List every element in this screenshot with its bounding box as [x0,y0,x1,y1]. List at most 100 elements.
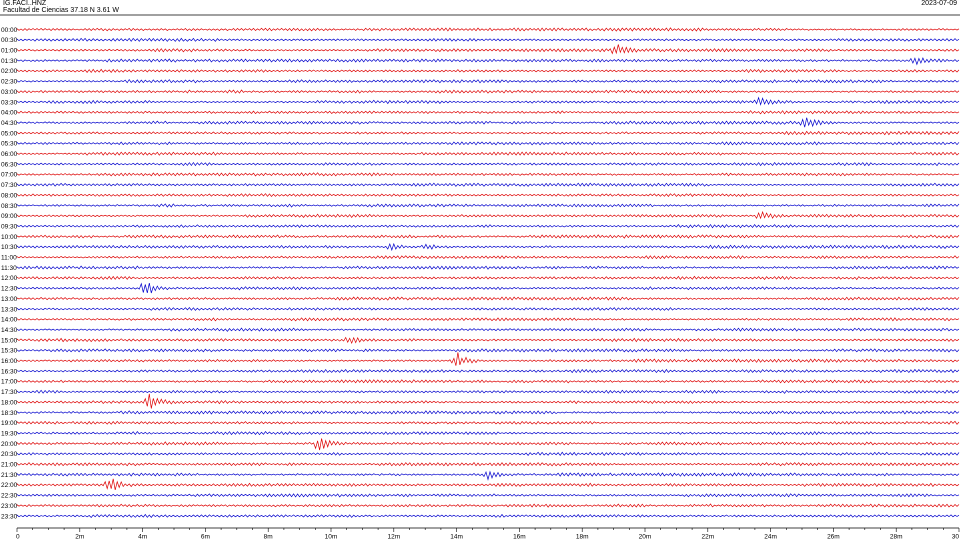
trace-0600 [16,151,960,156]
row-label-2200: 22:00 [1,482,18,489]
trace-2000 [16,438,960,451]
row-label-2030: 20:30 [1,451,18,458]
trace-0330 [16,96,960,106]
row-label-0500: 05:00 [1,130,18,137]
trace-1700 [16,379,960,384]
x-tick-label: 24m [764,534,777,540]
x-tick-label: 14m [450,534,463,540]
x-tick-label: 20m [639,534,652,540]
row-label-0900: 09:00 [1,213,18,220]
trace-1230 [16,282,960,294]
row-label-1430: 14:30 [1,327,18,334]
row-label-1730: 17:30 [1,389,18,396]
trace-0100 [16,44,960,55]
trace-1930 [16,431,960,436]
row-label-2130: 21:30 [1,472,18,479]
row-label-0830: 08:30 [1,203,18,210]
trace-1130 [16,265,960,270]
x-tick-label: 4m [138,534,147,540]
row-label-1930: 19:30 [1,430,18,437]
trace-2300 [16,503,960,508]
trace-1330 [16,307,960,311]
row-label-1400: 14:00 [1,317,18,324]
row-label-1530: 15:30 [1,348,18,355]
row-label-2230: 22:30 [1,493,18,500]
trace-0730 [16,182,960,187]
trace-0630 [16,161,960,167]
row-label-1900: 19:00 [1,420,18,427]
x-tick-label: 16m [513,534,526,540]
row-label-0400: 04:00 [1,110,18,117]
trace-0030 [16,37,960,42]
trace-0200 [16,68,960,74]
x-tick-label: 8m [264,534,273,540]
x-tick-label: 30 [952,534,960,540]
trace-0000 [16,27,960,32]
trace-1900 [16,420,960,425]
trace-1630 [16,368,960,374]
trace-2130 [16,470,960,481]
trace-0500 [16,130,960,136]
trace-2330 [16,513,960,519]
row-label-1130: 11:30 [1,265,17,272]
row-label-1630: 16:30 [1,368,18,375]
trace-1730 [16,389,960,394]
row-label-1100: 11:00 [1,255,17,262]
trace-0930 [16,223,960,229]
row-label-0330: 03:30 [1,99,18,106]
row-label-0000: 00:00 [1,27,18,34]
row-label-0930: 09:30 [1,224,18,231]
row-label-2000: 20:00 [1,441,18,448]
row-labels: 00:00 00:30 01:00 01:30 02:00 02:30 03:00 03:30… [1,27,18,520]
trace-0700 [16,172,960,177]
station-label: IG.FACI..HNZ [3,0,47,7]
x-tick-label: 6m [201,534,210,540]
x-tick-label: 10m [325,534,338,540]
row-label-1200: 12:00 [1,275,18,282]
row-label-0130: 01:30 [1,58,18,65]
trace-1530 [16,348,960,353]
trace-0900 [16,210,960,220]
trace-1100 [16,255,960,260]
trace-2230 [16,493,960,498]
row-label-1800: 18:00 [1,399,18,406]
trace-0230 [16,78,960,84]
row-label-2100: 21:00 [1,462,18,469]
trace-1800 [16,393,960,409]
row-label-1500: 15:00 [1,337,18,344]
row-label-1030: 10:30 [1,244,18,251]
trace-2030 [16,451,960,457]
trace-1400 [16,317,960,322]
row-label-2330: 23:30 [1,513,18,520]
trace-0130 [16,57,960,66]
row-label-0600: 06:00 [1,151,18,158]
row-label-0700: 07:00 [1,172,18,179]
seismic-traces [16,27,960,519]
row-label-1330: 13:30 [1,306,18,313]
row-label-1230: 12:30 [1,286,18,293]
x-tick-label: 28m [890,534,903,540]
row-label-0730: 07:30 [1,182,18,189]
row-label-0300: 03:00 [1,89,18,96]
row-label-1300: 13:00 [1,296,18,303]
row-label-1600: 16:00 [1,358,18,365]
trace-0800 [16,193,960,198]
trace-1000 [16,234,960,239]
trace-1030 [16,242,960,252]
trace-2200 [16,478,960,490]
x-axis: 0 2m 4m 6m 8m 10m 12m 14m 16m 18m 20m 22m 24m 26m 28m 3… [16,528,959,540]
trace-1830 [16,410,960,415]
trace-2100 [16,462,960,467]
row-label-0630: 06:30 [1,161,18,168]
location-label: Facultad de Ciencias 37.18 N 3.61 W [3,7,119,14]
date-label: 2023-07-09 [921,0,957,7]
row-label-1830: 18:30 [1,410,18,417]
trace-0830 [16,203,960,208]
trace-1600 [16,352,960,366]
trace-1500 [16,336,960,345]
x-tick-label: 18m [576,534,589,540]
x-tick-label: 22m [701,534,714,540]
row-label-0530: 05:30 [1,141,18,148]
x-tick-label: 26m [827,534,840,540]
row-label-1700: 17:00 [1,379,18,386]
